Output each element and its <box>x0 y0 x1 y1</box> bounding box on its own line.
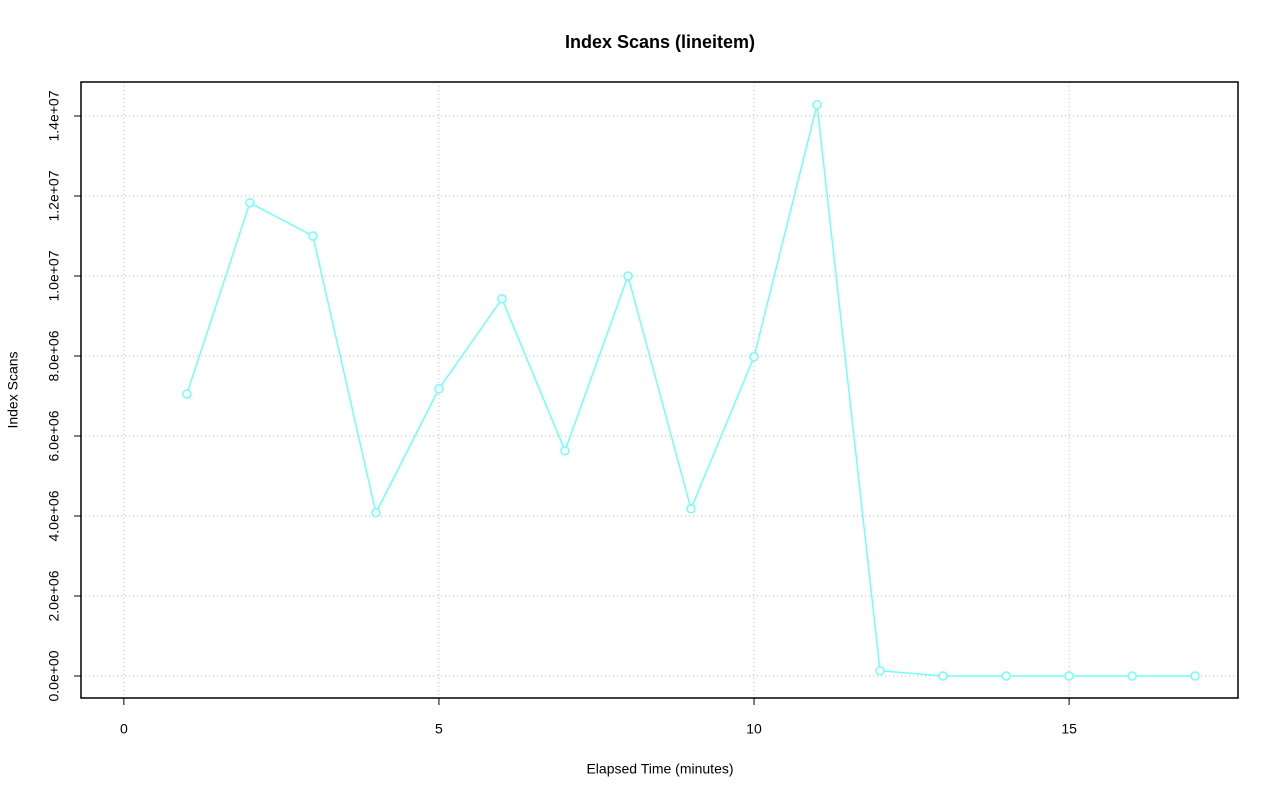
data-point <box>1127 671 1137 681</box>
plot-frame <box>80 81 1239 699</box>
data-point <box>749 352 759 362</box>
y-tick-label: 4.0e+06 <box>46 490 62 541</box>
data-point <box>1001 671 1011 681</box>
y-tick-label: 0.0e+00 <box>46 650 62 701</box>
x-tick-label: 0 <box>120 721 128 737</box>
chart-title: Index Scans (lineitem) <box>565 32 755 52</box>
y-tick-label: 1.0e+07 <box>46 250 62 301</box>
data-point <box>434 384 444 394</box>
data-point <box>1064 671 1074 681</box>
y-tick-label: 1.2e+07 <box>46 170 62 221</box>
data-point <box>812 100 822 110</box>
y-tick-label: 6.0e+06 <box>46 410 62 461</box>
data-point <box>938 671 948 681</box>
y-axis-label: Index Scans <box>5 351 21 428</box>
y-tick-label: 1.4e+07 <box>46 90 62 141</box>
y-tick-label: 8.0e+06 <box>46 330 62 381</box>
y-tick-label: 2.0e+06 <box>46 570 62 621</box>
data-point <box>560 446 570 456</box>
data-point <box>497 294 507 304</box>
x-tick-label: 15 <box>1061 721 1077 737</box>
data-point <box>182 389 192 399</box>
x-tick-label: 5 <box>435 721 443 737</box>
data-point <box>371 508 381 518</box>
data-point <box>875 666 885 676</box>
x-axis-label: Elapsed Time (minutes) <box>586 761 733 777</box>
x-tick-label: 10 <box>746 721 762 737</box>
data-line <box>186 104 1196 677</box>
data-point <box>686 504 696 514</box>
data-point <box>623 271 633 281</box>
data-point <box>1190 671 1200 681</box>
data-point <box>245 198 255 208</box>
data-point <box>308 231 318 241</box>
